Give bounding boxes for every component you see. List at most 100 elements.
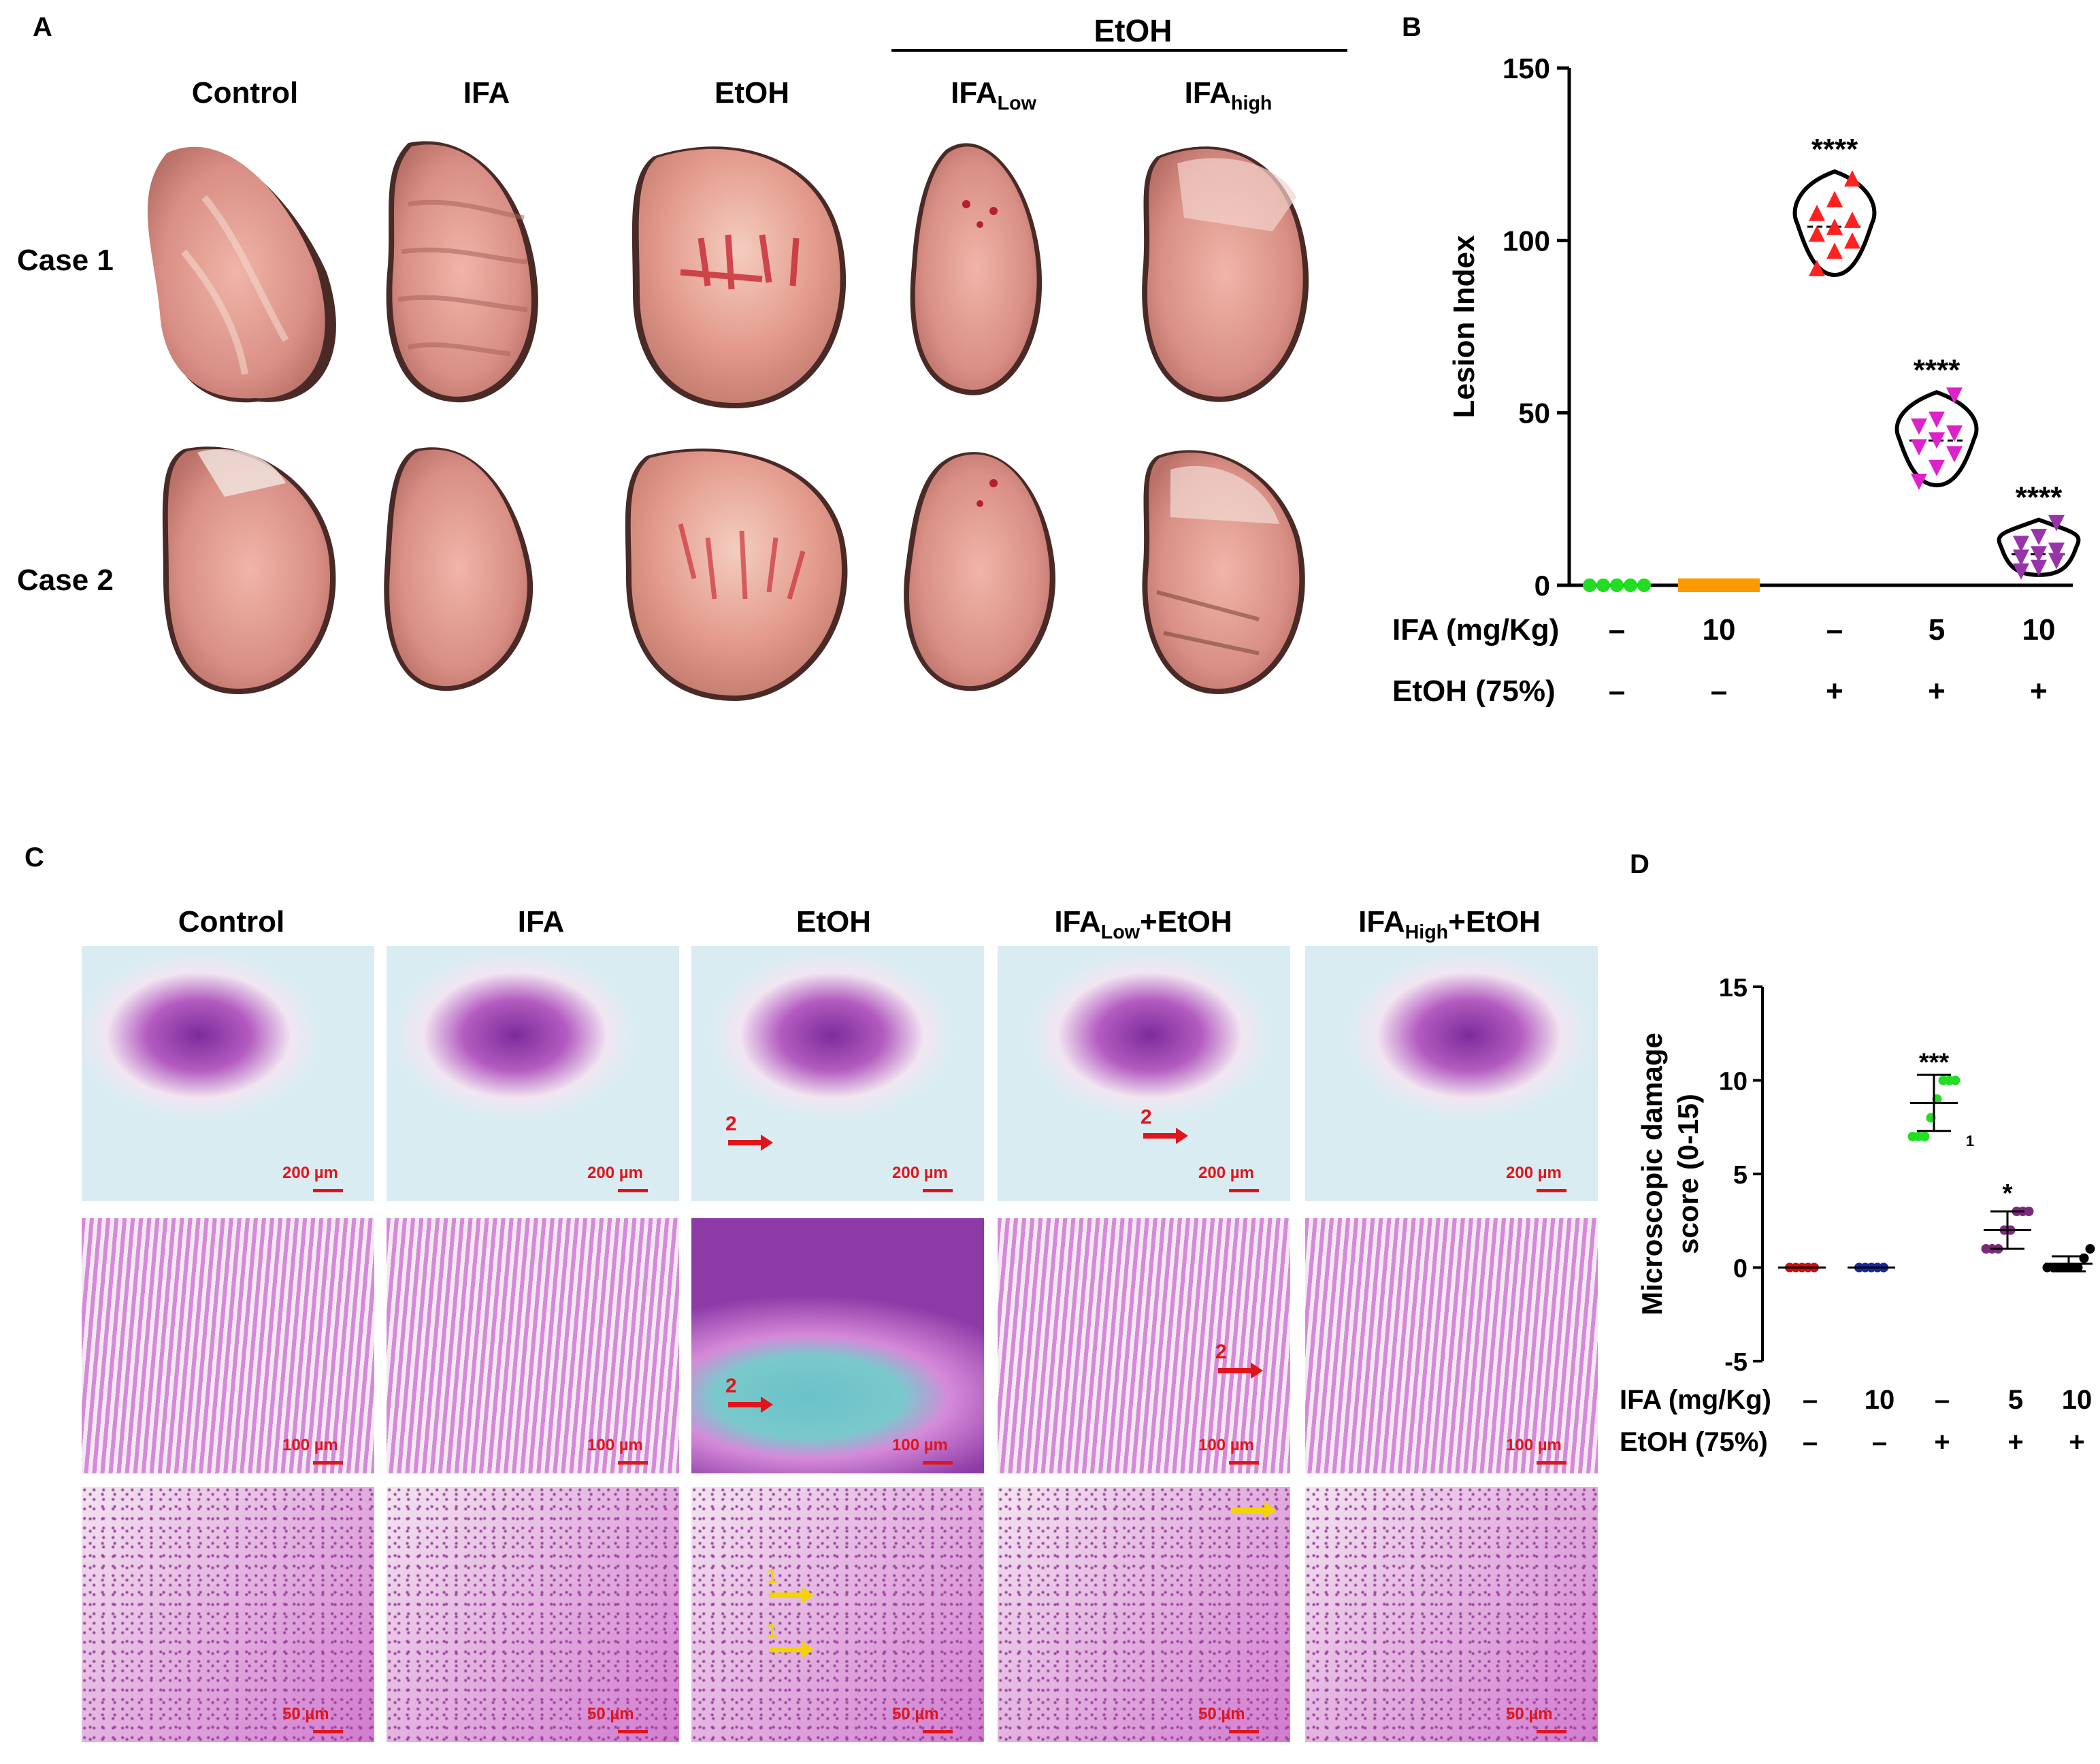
panel-d-factor-value: – (1935, 1385, 1950, 1415)
panel-b-factor-value: + (1826, 674, 1843, 708)
panel-b-data-point (1746, 578, 1760, 592)
panel-b-data-point (2013, 549, 2029, 566)
histology-tile-r3-c1 (82, 1487, 374, 1742)
panel-d-y-tick-label: 10 (1719, 1068, 1748, 1096)
panel-b-factor-value: – (1711, 674, 1727, 708)
annotation-arrow (1218, 1362, 1263, 1379)
scale-bar (618, 1461, 648, 1465)
scale-bar (1537, 1189, 1566, 1192)
panel-b-data-point (1596, 578, 1610, 592)
panel-b-y-tick-label: 150 (1503, 52, 1550, 84)
histology-tile-r2-c4 (998, 1218, 1290, 1473)
stomach-photo-c1-control (147, 146, 336, 403)
panel-b-significance: **** (2016, 481, 2063, 514)
panel-b-data-point (1826, 242, 1843, 259)
panel-a-col-ifa-low: IFALow (951, 76, 1036, 114)
panel-b-y-tick-label: 0 (1535, 570, 1550, 602)
panel-b-data-point (1583, 578, 1596, 592)
panel-b-data-point (2013, 563, 2029, 580)
annotation-arrowhead (1176, 1128, 1188, 1144)
scale-bar (1537, 1461, 1566, 1465)
panel-b-data-point (2031, 559, 2047, 576)
panel-b-data-point (2048, 514, 2065, 532)
annotation-arrow-label: 2 (725, 1375, 737, 1397)
panel-b-data-point (1637, 578, 1651, 592)
panel-b-data-point (1809, 259, 1825, 276)
panel-b-data-point (1844, 211, 1860, 228)
annotation-arrowhead (761, 1396, 773, 1413)
panel-d-data-point (2085, 1244, 2095, 1254)
annotation-arrow (769, 1587, 814, 1603)
panel-d-factor-value: + (2007, 1427, 2023, 1457)
scale-bar (1537, 1730, 1566, 1733)
panel-b-violin (1894, 390, 1979, 488)
annotation-arrow (728, 1134, 773, 1151)
histology-tile-r3-c4 (998, 1487, 1290, 1742)
histology-tile-r1-c3 (691, 946, 984, 1201)
panel-b-data-point (1844, 170, 1860, 187)
panel-b-data-point (1911, 418, 1927, 435)
scale-bar-label: 50 µm (892, 1705, 939, 1723)
panel-b-factor-value: – (1609, 674, 1625, 708)
panel-b-data-point (1911, 439, 1927, 456)
scale-bar-label: 100 µm (1506, 1436, 1562, 1454)
scale-bar-label: 200 µm (892, 1164, 948, 1182)
annotation-arrow-label: 2 (725, 1113, 737, 1135)
scale-bar-label: 200 µm (282, 1164, 338, 1182)
annotation-arrow-label: 2 (1141, 1106, 1152, 1128)
scale-bar-label: 50 µm (587, 1705, 634, 1723)
stomach-photo-c2-ifa-low (904, 452, 1055, 691)
panel-b-data-point (1946, 446, 1963, 463)
panel-b-y-tick-label: 100 (1503, 225, 1550, 257)
panel-b-y-tick-label: 50 (1518, 397, 1550, 429)
histology-tile-r3-c5 (1305, 1487, 1598, 1742)
panel-d-factor-value: 10 (1865, 1385, 1895, 1415)
panel-b-data-point (1929, 411, 1945, 428)
panel-d-factor-value: – (1803, 1427, 1818, 1457)
stomach-photo-c2-ifa (384, 447, 534, 691)
panel-b-data-point (1826, 218, 1843, 235)
panel-b-lesion-chart: 0 50 100 150 Lesion Index **** **** **** IFA (mg… (1392, 52, 2081, 708)
annotation-arrow (728, 1396, 773, 1413)
histology-tile-r3-c3 (691, 1487, 984, 1742)
panel-d-data-point (2079, 1253, 2089, 1263)
scale-bar-label: 50 µm (282, 1705, 329, 1723)
panel-d-factor-value: – (1872, 1427, 1887, 1457)
panel-b-factor-value: 10 (1703, 613, 1736, 647)
annotation-arrowhead (802, 1587, 814, 1603)
panel-b-significance: **** (1914, 353, 1960, 387)
panel-b-data-point (1929, 459, 1945, 476)
panel-a-row-case2: Case 2 (17, 564, 114, 597)
scale-bar-label: 100 µm (892, 1436, 948, 1454)
annotation-arrowhead (761, 1134, 773, 1151)
panel-c-col-ifa: IFA (517, 905, 565, 938)
panel-d-factor-value: + (1934, 1427, 1950, 1457)
panel-b-factor-label: EtOH (75%) (1392, 674, 1556, 708)
stomach-photo-c2-ifa-high (1142, 450, 1305, 694)
scale-bar (618, 1730, 648, 1733)
panel-a-col-control: Control (191, 76, 299, 110)
panel-d-data-point (1920, 1132, 1930, 1141)
annotation-arrowhead (802, 1642, 814, 1658)
panel-b-violin (1792, 169, 1877, 278)
panel-b-data-point (2013, 536, 2029, 553)
scale-bar (313, 1730, 343, 1733)
panel-b-data-point (1624, 578, 1637, 592)
panel-b-data-point (2048, 542, 2065, 559)
panel-a-col-ifa: IFA (463, 76, 510, 110)
annotation-arrow-label: 1 (766, 1620, 778, 1642)
panel-d-y-tick-label: -5 (1724, 1348, 1748, 1377)
scale-bar-label: 100 µm (282, 1436, 338, 1454)
scale-bar-label: 50 µm (1506, 1705, 1553, 1723)
scale-bar (618, 1189, 648, 1192)
panel-b-data-point (1610, 578, 1624, 592)
panel-b-significance: **** (1811, 133, 1858, 166)
stomach-photo-c2-etoh (625, 448, 848, 701)
panel-b-letter: B (1402, 12, 1422, 42)
panel-a-row-case1: Case 1 (17, 244, 114, 277)
panel-b-data-point (2031, 529, 2047, 546)
panel-b-factor-value: 5 (1929, 613, 1945, 647)
panel-c-col-ifa-high-etoh: IFAHigh+EtOH (1358, 905, 1541, 943)
panel-a-col-ifa-high: IFAhigh (1184, 76, 1273, 114)
